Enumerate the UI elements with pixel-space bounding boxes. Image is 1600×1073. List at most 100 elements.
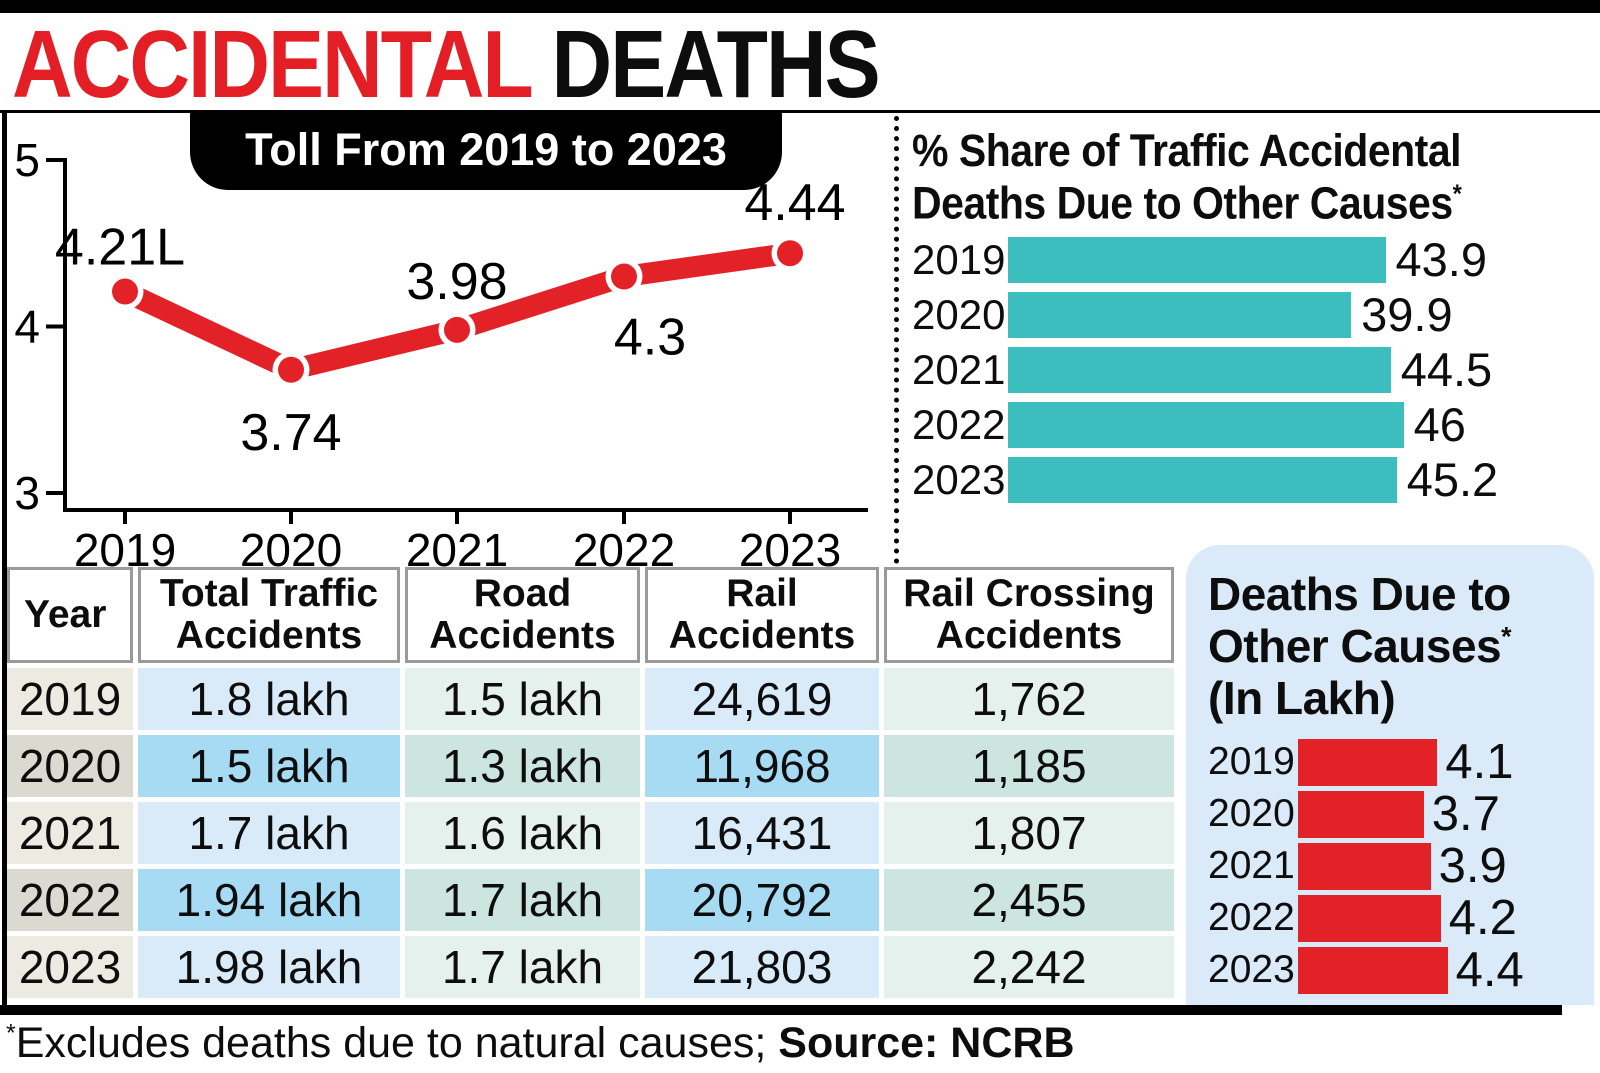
table-year-cell: 2023: [7, 936, 133, 998]
bar-value-label: 44.5: [1400, 343, 1493, 397]
table-cell: 1.8 lakh: [138, 668, 400, 730]
share-title-line1: % Share of Traffic Accidental: [912, 125, 1462, 176]
bar-row: 2019 43.9: [912, 233, 1596, 286]
table-cell: 20,792: [645, 869, 879, 931]
top-black-strip: [0, 0, 1600, 13]
table-cell: 24,619: [645, 668, 879, 730]
x-tick-label: 2020: [240, 524, 342, 575]
table-cell: 1.7 lakh: [138, 802, 400, 864]
x-tick-label: 2022: [573, 524, 675, 575]
bar-year-label: 2023: [1208, 948, 1295, 992]
dotted-divider: [894, 116, 899, 564]
table-header-cell: Year: [7, 567, 133, 663]
bar-value-label: 39.9: [1361, 288, 1453, 342]
bar-value-label: 4.2: [1448, 891, 1517, 946]
data-point-marker: [444, 316, 470, 343]
point-label: 4.21L: [55, 219, 185, 277]
bar: [1008, 346, 1391, 393]
bottom-black-strip: [0, 1005, 1562, 1015]
bar: [1298, 894, 1441, 942]
deaths-title-asterisk: *: [1501, 621, 1512, 652]
accidents-table: Year Total Traffic Accidents Road Accident…: [7, 567, 1174, 998]
bar-year-label: 2021: [1208, 844, 1295, 888]
deaths-title-line3: (In Lakh): [1208, 671, 1396, 724]
table-header-cell: Rail Accidents: [645, 567, 879, 663]
bar-year-label: 2019: [912, 235, 1006, 283]
bar-value-label: 4.4: [1455, 943, 1524, 998]
share-bar-chart: % Share of Traffic Accidental Deaths Due…: [912, 124, 1596, 512]
point-label: 3.98: [406, 253, 507, 311]
share-title-asterisk: *: [1452, 179, 1462, 210]
bar: [1008, 236, 1386, 283]
bar: [1008, 456, 1397, 503]
table-cell: 1,762: [884, 668, 1174, 730]
deaths-panel-title: Deaths Due to Other Causes* (In Lakh): [1186, 545, 1594, 725]
table-cell: 1,185: [884, 735, 1174, 797]
bar-value-label: 4.1: [1445, 735, 1514, 790]
bar-value-label: 45.2: [1406, 453, 1499, 507]
table-cell: 1.5 lakh: [138, 735, 400, 797]
deaths-title-line2: Other Causes: [1208, 619, 1502, 672]
table-header-cell: Rail Crossing Accidents: [884, 567, 1174, 663]
bar-row: 2022 4.2: [1208, 891, 1594, 945]
table-year-cell: 2020: [7, 735, 133, 797]
table-cell: 1.5 lakh: [405, 668, 640, 730]
x-tick-label: 2019: [74, 524, 176, 575]
x-tick-label: 2021: [406, 524, 508, 575]
table-cell: 21,803: [645, 936, 879, 998]
table-year-cell: 2022: [7, 869, 133, 931]
table-year-cell: 2021: [7, 802, 133, 864]
bar-row: 2022 46: [912, 398, 1596, 451]
bar-year-label: 2023: [912, 455, 1006, 503]
data-point-marker: [278, 356, 304, 383]
y-tick-label: 3: [14, 467, 40, 519]
bar: [1008, 401, 1404, 448]
bar-value-label: 3.9: [1438, 839, 1507, 894]
table-cell: 2,455: [884, 869, 1174, 931]
footnote-text: Excludes deaths due to natural causes;: [15, 1019, 779, 1067]
deaths-title-line1: Deaths Due to: [1208, 568, 1511, 620]
bar-year-label: 2021: [912, 345, 1006, 393]
axis: [63, 158, 868, 512]
table-cell: 11,968: [645, 735, 879, 797]
bar: [1298, 790, 1424, 838]
share-title-line2: Deaths Due to Other Causes: [912, 178, 1453, 229]
share-bars: 2019 43.9 2020 39.9 2021 44.5 2022 46 2023 45.2: [912, 233, 1596, 506]
bar-row: 2023 4.4: [1208, 943, 1594, 997]
table-cell: 1.6 lakh: [405, 802, 640, 864]
table-cell: 1.7 lakh: [405, 869, 640, 931]
bar-year-label: 2022: [912, 400, 1006, 448]
table-cell: 16,431: [645, 802, 879, 864]
data-point-marker: [112, 278, 138, 305]
share-chart-title: % Share of Traffic Accidental Deaths Due…: [912, 124, 1596, 230]
toll-chart-badge: Toll From 2019 to 2023: [190, 113, 782, 190]
table-header-cell: Total Traffic Accidents: [138, 567, 400, 663]
y-tick-label: 5: [14, 134, 40, 186]
bar-year-label: 2020: [1208, 792, 1295, 836]
bar-row: 2023 45.2: [912, 453, 1596, 506]
left-border-rule: [2, 110, 7, 1015]
bar: [1298, 946, 1448, 994]
bar: [1008, 291, 1352, 338]
page-title: ACCIDENTAL DEATHS: [12, 16, 881, 112]
bar-value-label: 3.7: [1431, 787, 1500, 842]
bar-value-label: 46: [1413, 398, 1466, 452]
page-title-accidental: ACCIDENTAL: [12, 10, 532, 118]
point-label: 4.3: [614, 309, 686, 367]
deaths-bars: 2019 4.1 2020 3.7 2021 3.9 2022 4.2 2023 4.4: [1208, 735, 1594, 997]
table-year-cell: 2019: [7, 668, 133, 730]
bar-row: 2021 44.5: [912, 343, 1596, 396]
y-tick-label: 4: [14, 301, 40, 353]
bar-year-label: 2022: [1208, 896, 1295, 940]
bar: [1298, 842, 1431, 890]
toll-line-chart: 5 4 3 2019 2020 2021 2022 2023 4.21L 3.74 3.98 4.3 4…: [14, 134, 868, 575]
x-tick-label: 2023: [739, 524, 841, 575]
table-cell: 1,807: [884, 802, 1174, 864]
bar-row: 2019 4.1: [1208, 735, 1594, 789]
deaths-panel: Deaths Due to Other Causes* (In Lakh) 20…: [1186, 545, 1594, 1005]
bar-value-label: 43.9: [1395, 233, 1488, 287]
bar-row: 2021 3.9: [1208, 839, 1594, 893]
table-header-cell: Road Accidents: [405, 567, 640, 663]
table-cell: 1.94 lakh: [138, 869, 400, 931]
